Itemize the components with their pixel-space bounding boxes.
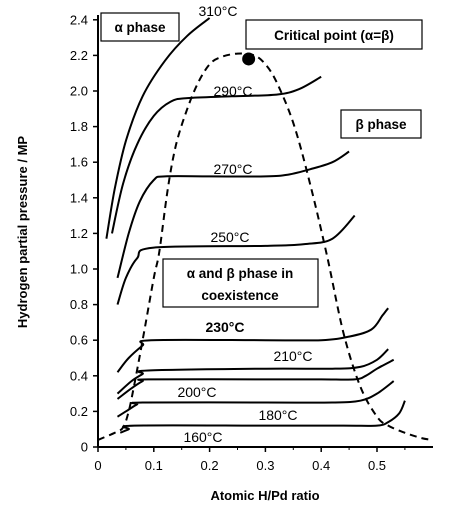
- y-tick-label: 0.2: [70, 404, 88, 419]
- critical-point-label: Critical point (α=β): [274, 28, 394, 43]
- alpha-phase-box: [100, 12, 180, 42]
- coexistence-label-line2: coexistence: [201, 288, 279, 303]
- y-tick-label: 2.4: [70, 12, 88, 27]
- isotherm-line: [116, 214, 356, 305]
- series-label: 160°C: [183, 429, 222, 445]
- x-axis-title: Atomic H/Pd ratio: [210, 488, 319, 503]
- coexistence-box: [162, 258, 319, 308]
- y-tick-label: 1.8: [70, 119, 88, 134]
- y-tick-label: 1.2: [70, 226, 88, 241]
- isotherm-line: [116, 348, 389, 395]
- beta-phase-label: β phase: [355, 117, 406, 132]
- y-axis-title: Hydrogen partial pressure / MP: [15, 136, 30, 328]
- axes: 0 0.1 0.2 0.3 0.4 0.5 0 0.2 0.4 0.6 0.8 1.0 1.2 1.4 1.…: [15, 12, 433, 503]
- annotations: α phase Critical point (α=β) β phase α a…: [100, 12, 423, 308]
- y-tick-label: 1.6: [70, 155, 88, 170]
- coexistence-boundary: [97, 52, 433, 441]
- dashed-boundary-curve: [97, 52, 433, 441]
- y-tick-label: 2.2: [70, 48, 88, 63]
- isotherm-series: [105, 17, 406, 434]
- series-label: 200°C: [177, 384, 216, 400]
- series-label: 210°C: [273, 348, 312, 364]
- alpha-phase-label: α phase: [114, 20, 166, 35]
- critical-point-marker-group: [242, 52, 256, 66]
- isotherm-line: [116, 307, 389, 373]
- isotherm-line: [116, 380, 395, 418]
- y-tick-label: 2.0: [70, 84, 88, 99]
- x-tick-label: 0.1: [145, 458, 163, 473]
- x-tick-label: 0.3: [256, 458, 274, 473]
- series-label: 310°C: [198, 3, 237, 19]
- y-tick-label: 1.0: [70, 262, 88, 277]
- y-tick-label: 0.6: [70, 333, 88, 348]
- series-label: 290°C: [213, 83, 252, 99]
- series-label: 180°C: [258, 407, 297, 423]
- y-tick-label: 0: [81, 440, 88, 455]
- series-label: 250°C: [210, 229, 249, 245]
- x-tick-label: 0.4: [312, 458, 330, 473]
- series-labels: 310°C 290°C 270°C 250°C 230°C 210°C 200°C 180°C…: [177, 3, 312, 445]
- y-tick-label: 0.8: [70, 297, 88, 312]
- isotherm-line: [111, 75, 322, 234]
- x-tick-label: 0: [94, 458, 101, 473]
- critical-point-marker: [242, 52, 256, 66]
- series-label: 230°C: [205, 319, 244, 335]
- isotherm-line: [116, 150, 350, 279]
- y-tick-label: 0.4: [70, 368, 88, 383]
- y-tick-label: 1.4: [70, 190, 88, 205]
- isotherm-line: [105, 17, 211, 239]
- series-label: 270°C: [213, 161, 252, 177]
- coexistence-label-line1: α and β phase in: [187, 266, 294, 281]
- x-tick-label: 0.2: [201, 458, 219, 473]
- beta-phase-box: [340, 109, 422, 139]
- isotherm-line: [116, 358, 395, 400]
- critical-point-box: [245, 19, 423, 50]
- isotherm-line: [119, 400, 406, 434]
- x-tick-label: 0.5: [368, 458, 386, 473]
